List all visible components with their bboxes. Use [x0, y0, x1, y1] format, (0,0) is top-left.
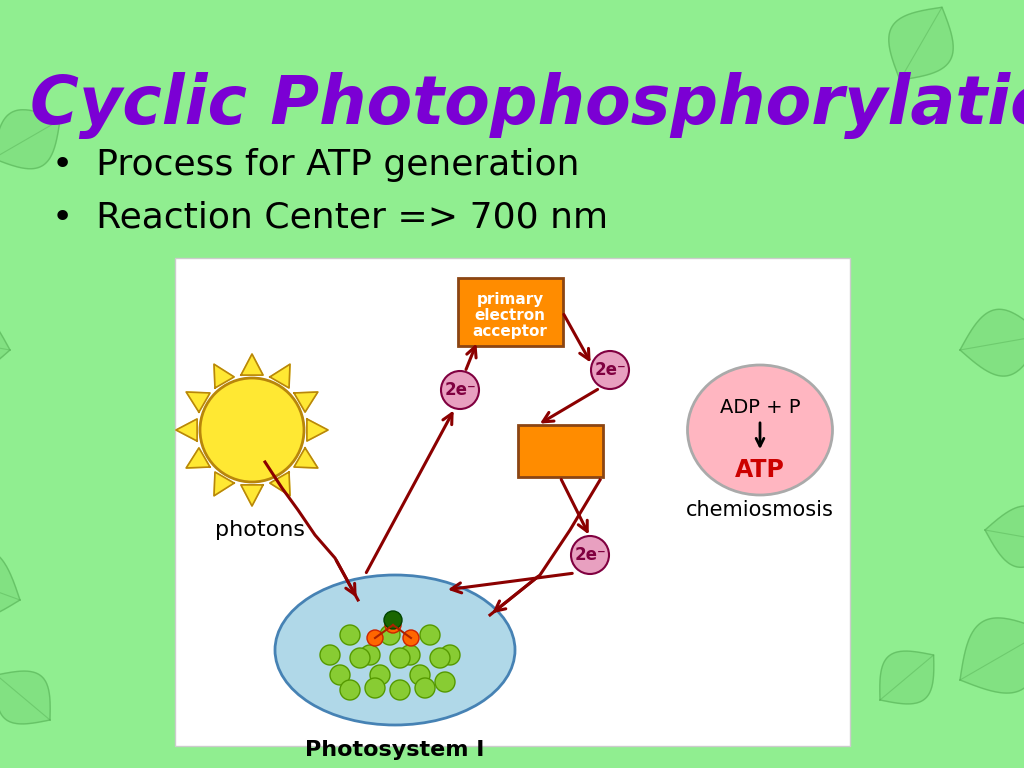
Text: •  Process for ATP generation: • Process for ATP generation	[52, 148, 580, 182]
Circle shape	[365, 678, 385, 698]
Circle shape	[330, 665, 350, 685]
Circle shape	[430, 648, 450, 668]
Circle shape	[385, 617, 401, 633]
Text: primary: primary	[476, 292, 544, 307]
Circle shape	[350, 648, 370, 668]
Text: chemiosmosis: chemiosmosis	[686, 500, 834, 520]
Bar	[517, 425, 602, 477]
Text: Cyclic Photophosphorylation: Cyclic Photophosphorylation	[30, 72, 1024, 139]
Text: ATP: ATP	[735, 458, 785, 482]
Circle shape	[384, 611, 402, 629]
Polygon shape	[294, 392, 317, 412]
Polygon shape	[0, 671, 50, 724]
Polygon shape	[0, 110, 60, 169]
Polygon shape	[270, 364, 290, 388]
Circle shape	[571, 536, 609, 574]
Bar	[458, 278, 562, 346]
Polygon shape	[889, 7, 953, 80]
Polygon shape	[961, 618, 1024, 693]
Polygon shape	[985, 506, 1024, 568]
Polygon shape	[0, 549, 20, 620]
Polygon shape	[294, 448, 317, 468]
Text: electron: electron	[474, 308, 546, 323]
Polygon shape	[961, 310, 1024, 376]
Polygon shape	[0, 306, 10, 379]
Circle shape	[390, 648, 410, 668]
Circle shape	[435, 672, 455, 692]
Polygon shape	[241, 485, 263, 506]
Text: 2e⁻: 2e⁻	[574, 546, 606, 564]
Circle shape	[400, 645, 420, 665]
Polygon shape	[880, 651, 934, 704]
Circle shape	[370, 665, 390, 685]
Circle shape	[200, 378, 304, 482]
Polygon shape	[307, 419, 328, 441]
Polygon shape	[176, 419, 197, 441]
Text: acceptor: acceptor	[472, 324, 548, 339]
Polygon shape	[214, 472, 234, 496]
Polygon shape	[186, 448, 210, 468]
Text: Photosystem I: Photosystem I	[305, 740, 484, 760]
Polygon shape	[214, 364, 234, 388]
Circle shape	[591, 351, 629, 389]
Circle shape	[410, 665, 430, 685]
Ellipse shape	[275, 575, 515, 725]
Text: 2e⁻: 2e⁻	[594, 361, 626, 379]
Circle shape	[415, 678, 435, 698]
Polygon shape	[270, 472, 290, 496]
Bar	[175, 258, 850, 746]
Circle shape	[390, 680, 410, 700]
Polygon shape	[186, 392, 210, 412]
Polygon shape	[241, 354, 263, 375]
Circle shape	[403, 630, 419, 646]
Circle shape	[360, 645, 380, 665]
Circle shape	[441, 371, 479, 409]
Text: photons: photons	[215, 520, 305, 540]
Circle shape	[380, 625, 400, 645]
Circle shape	[319, 645, 340, 665]
Text: •  Reaction Center => 700 nm: • Reaction Center => 700 nm	[52, 200, 608, 234]
Circle shape	[420, 625, 440, 645]
Circle shape	[440, 645, 460, 665]
Text: ADP + P: ADP + P	[720, 398, 800, 417]
Circle shape	[367, 630, 383, 646]
Text: 2e⁻: 2e⁻	[444, 381, 476, 399]
Circle shape	[340, 680, 360, 700]
Ellipse shape	[687, 365, 833, 495]
Circle shape	[340, 625, 360, 645]
